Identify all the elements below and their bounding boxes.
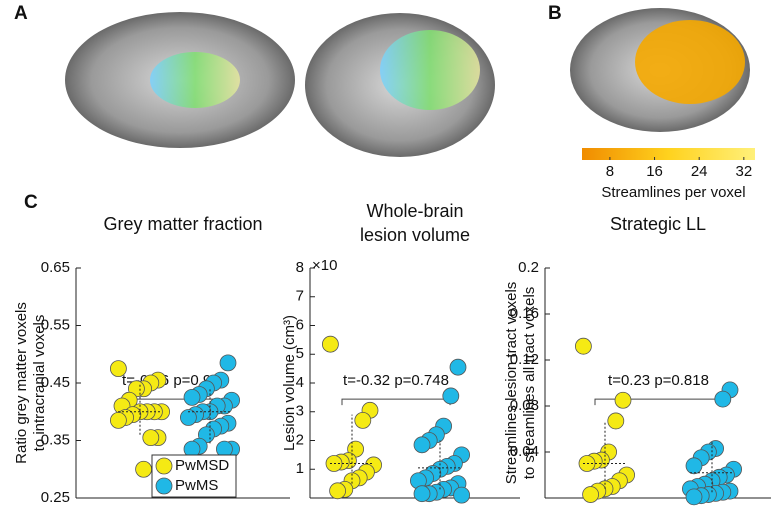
- density-overlay: [635, 20, 745, 104]
- tract-overlay: [380, 30, 480, 110]
- data-point: [183, 388, 201, 406]
- data-point: [413, 436, 431, 454]
- y-tick-label: 5: [296, 345, 304, 362]
- y-tick-label: 0.45: [41, 374, 70, 391]
- data-point: [614, 391, 632, 409]
- tract-overlay: [150, 52, 240, 108]
- y-tick-label: 0.04: [510, 443, 539, 460]
- brain-images: [65, 8, 750, 157]
- data-point: [110, 411, 127, 429]
- data-point: [142, 429, 160, 447]
- annotation: t=-0.32 p=0.748: [343, 372, 449, 389]
- data-point: [329, 482, 347, 500]
- data-point: [449, 358, 467, 376]
- y-tick-label: 4: [296, 374, 304, 391]
- data-point: [413, 485, 431, 503]
- chart-title: Strategic LL: [610, 214, 706, 234]
- legend-label: PwMS: [175, 477, 218, 494]
- y-tick-label: 0.2: [518, 259, 539, 276]
- y-tick-label: 3: [296, 403, 304, 420]
- bracket: [594, 398, 723, 406]
- data-point: [110, 360, 127, 378]
- y-axis-label: Ratio grey matter voxels: [13, 302, 30, 464]
- chart-title: Grey matter fraction: [103, 214, 262, 234]
- y-tick-label: 0.35: [41, 431, 70, 448]
- data-point: [135, 460, 153, 478]
- y-tick-label: 8: [296, 259, 304, 276]
- y-tick-label: 0.55: [41, 316, 70, 333]
- bracket: [341, 398, 451, 406]
- x-axis-label: Streamlines per voxel: [601, 184, 745, 201]
- x-tick-label: 8: [606, 163, 614, 180]
- data-point: [575, 337, 592, 355]
- data-point: [179, 409, 197, 426]
- data-point: [582, 486, 599, 503]
- annotation: t=0.23 p=0.818: [608, 372, 709, 389]
- y-axis-label: Lesion volume (cm³): [281, 315, 298, 451]
- data-point: [685, 457, 703, 475]
- legend-marker: [155, 457, 173, 475]
- y-axis-label: to intracranial voxels: [31, 315, 48, 452]
- data-point: [219, 354, 237, 372]
- y-axis-label: to streamlines all tract voxels: [521, 287, 538, 480]
- y-tick-label: 0.25: [41, 489, 70, 506]
- data-point: [321, 335, 339, 353]
- panel-label: C: [24, 192, 38, 213]
- data-point: [714, 390, 732, 408]
- x-tick-label: 16: [646, 163, 663, 180]
- legend-marker: [155, 477, 173, 495]
- data-point: [607, 412, 625, 430]
- y-tick-label: 0.16: [510, 305, 539, 322]
- data-point: [685, 488, 703, 506]
- chart-title: Whole-brain: [366, 201, 463, 221]
- panel-label: A: [14, 3, 28, 24]
- colorbar: [582, 148, 755, 160]
- y-tick-label: 0.08: [510, 397, 539, 414]
- y-tick-label: 2: [296, 431, 304, 448]
- y-tick-label: 7: [296, 288, 304, 305]
- chart-title: lesion volume: [360, 225, 470, 245]
- y-tick-label: 0.65: [41, 259, 70, 276]
- data-point: [453, 486, 471, 504]
- y-axis-label: Streamlines lesion tract voxels: [503, 282, 520, 485]
- y-tick-label: 0.12: [510, 351, 539, 368]
- panel-label: B: [548, 3, 562, 24]
- data-point: [442, 387, 460, 405]
- axis-multiplier: ×10: [312, 257, 337, 274]
- x-tick-label: 32: [735, 163, 752, 180]
- data-point: [354, 411, 372, 429]
- legend-label: PwMSD: [175, 457, 229, 474]
- y-tick-label: 6: [296, 316, 304, 333]
- x-tick-label: 24: [691, 163, 708, 180]
- y-tick-label: 1: [296, 460, 304, 477]
